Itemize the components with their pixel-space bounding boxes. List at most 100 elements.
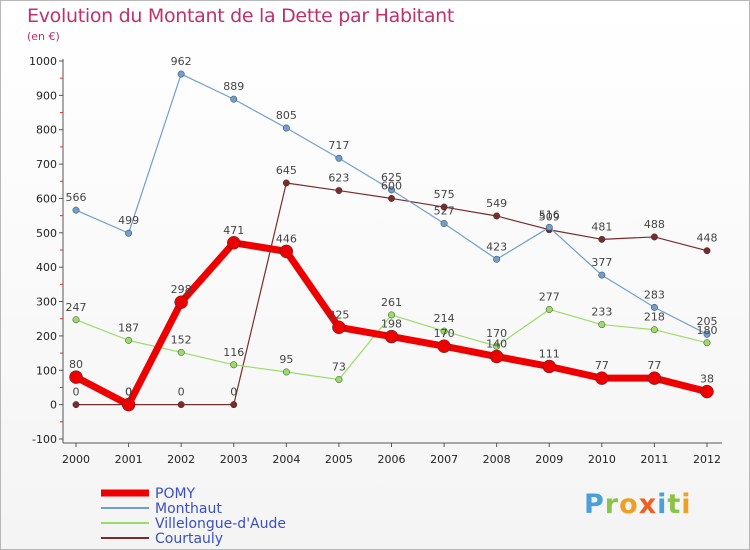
- y-tick-label: 1000: [29, 55, 57, 68]
- data-label: 38: [700, 373, 714, 386]
- x-tick-label: 2011: [640, 453, 668, 466]
- data-label: 261: [381, 296, 402, 309]
- data-label: 962: [171, 55, 192, 68]
- data-point: [650, 233, 658, 241]
- data-label: 277: [539, 290, 560, 303]
- data-point: [279, 244, 294, 259]
- x-tick-label: 2004: [272, 453, 300, 466]
- data-label: 187: [118, 321, 139, 334]
- data-label: 140: [486, 338, 507, 351]
- data-point: [227, 236, 241, 250]
- data-label: 717: [328, 139, 349, 152]
- data-point: [598, 235, 606, 243]
- data-label: 0: [178, 386, 185, 399]
- data-point: [388, 195, 395, 202]
- logo-letter: r: [604, 489, 620, 520]
- data-point: [230, 361, 238, 369]
- x-tick-label: 2002: [167, 453, 195, 466]
- data-point: [545, 305, 553, 313]
- legend-label: POMY: [155, 486, 196, 502]
- logo-letter: t: [667, 489, 682, 520]
- x-tick-label: 2008: [483, 453, 511, 466]
- data-point: [703, 339, 711, 347]
- logo-letter: i: [681, 489, 692, 520]
- data-point: [493, 255, 501, 263]
- data-label: 198: [381, 318, 402, 331]
- y-tick-label: 100: [36, 364, 57, 377]
- logo-letter: i: [657, 489, 668, 520]
- data-point: [388, 186, 395, 194]
- data-point: [72, 401, 80, 409]
- data-label: 0: [230, 386, 237, 399]
- data-label: 170: [434, 327, 455, 340]
- data-label: 170: [486, 327, 507, 340]
- data-label: 448: [697, 232, 718, 245]
- data-label: 247: [66, 301, 87, 314]
- data-label: 566: [66, 191, 87, 204]
- data-point: [440, 220, 448, 227]
- data-label: 889: [223, 80, 244, 93]
- data-point: [437, 339, 451, 353]
- data-label: 488: [644, 218, 665, 231]
- data-label: 80: [69, 358, 83, 371]
- data-point: [177, 348, 185, 356]
- data-label: 423: [486, 240, 507, 253]
- data-label: 111: [539, 347, 560, 360]
- data-point: [440, 203, 448, 211]
- data-label: 645: [276, 164, 297, 177]
- legend-label: Monthaut: [155, 501, 222, 517]
- data-point: [647, 371, 662, 385]
- data-point: [650, 326, 658, 334]
- series-courtauly: [72, 179, 711, 409]
- data-label: 77: [647, 359, 661, 372]
- data-point: [440, 327, 448, 335]
- data-label: 233: [591, 306, 612, 319]
- data-point: [72, 206, 80, 214]
- legend-label: Villelongue-d'Aude: [155, 516, 286, 532]
- data-label: 446: [276, 232, 297, 245]
- data-point: [595, 371, 609, 385]
- x-tick-label: 2000: [62, 453, 90, 466]
- data-point: [282, 179, 290, 187]
- series-monthaut: [72, 70, 711, 338]
- data-label: 298: [171, 283, 192, 296]
- data-point: [703, 330, 711, 338]
- data-label: 471: [223, 224, 244, 237]
- data-label: 509: [539, 211, 560, 224]
- logo-letter: P: [584, 489, 605, 520]
- data-label: 214: [434, 312, 455, 325]
- data-label: 549: [486, 197, 507, 210]
- data-point: [703, 247, 711, 255]
- data-label: 0: [73, 386, 80, 399]
- x-tick-label: 2003: [220, 453, 248, 466]
- data-point: [335, 376, 343, 384]
- data-label: 0: [125, 386, 132, 399]
- data-point: [72, 316, 80, 324]
- legend-label: Courtauly: [155, 531, 223, 547]
- y-tick-label: -100: [32, 433, 57, 446]
- data-point: [174, 295, 188, 309]
- data-point: [493, 212, 501, 220]
- data-point: [650, 303, 658, 311]
- data-label: 805: [276, 109, 297, 122]
- y-tick-label: 500: [36, 227, 57, 240]
- x-tick-label: 2006: [378, 453, 406, 466]
- data-point: [388, 311, 395, 319]
- chart-subtitle: (en €): [27, 30, 60, 43]
- data-point: [125, 336, 133, 344]
- series-villelongue-d-aude: [72, 305, 711, 384]
- y-tick-label: 400: [36, 261, 57, 274]
- data-label: 600: [381, 179, 402, 192]
- y-tick-label: 700: [36, 158, 57, 171]
- data-point: [335, 187, 343, 195]
- data-label: 180: [697, 324, 718, 337]
- data-point: [177, 401, 185, 409]
- data-label: 0: [125, 386, 132, 399]
- data-point: [69, 370, 83, 384]
- x-tick-label: 2001: [115, 453, 143, 466]
- data-label: 481: [591, 220, 612, 233]
- data-point: [700, 384, 714, 399]
- data-point: [542, 359, 556, 374]
